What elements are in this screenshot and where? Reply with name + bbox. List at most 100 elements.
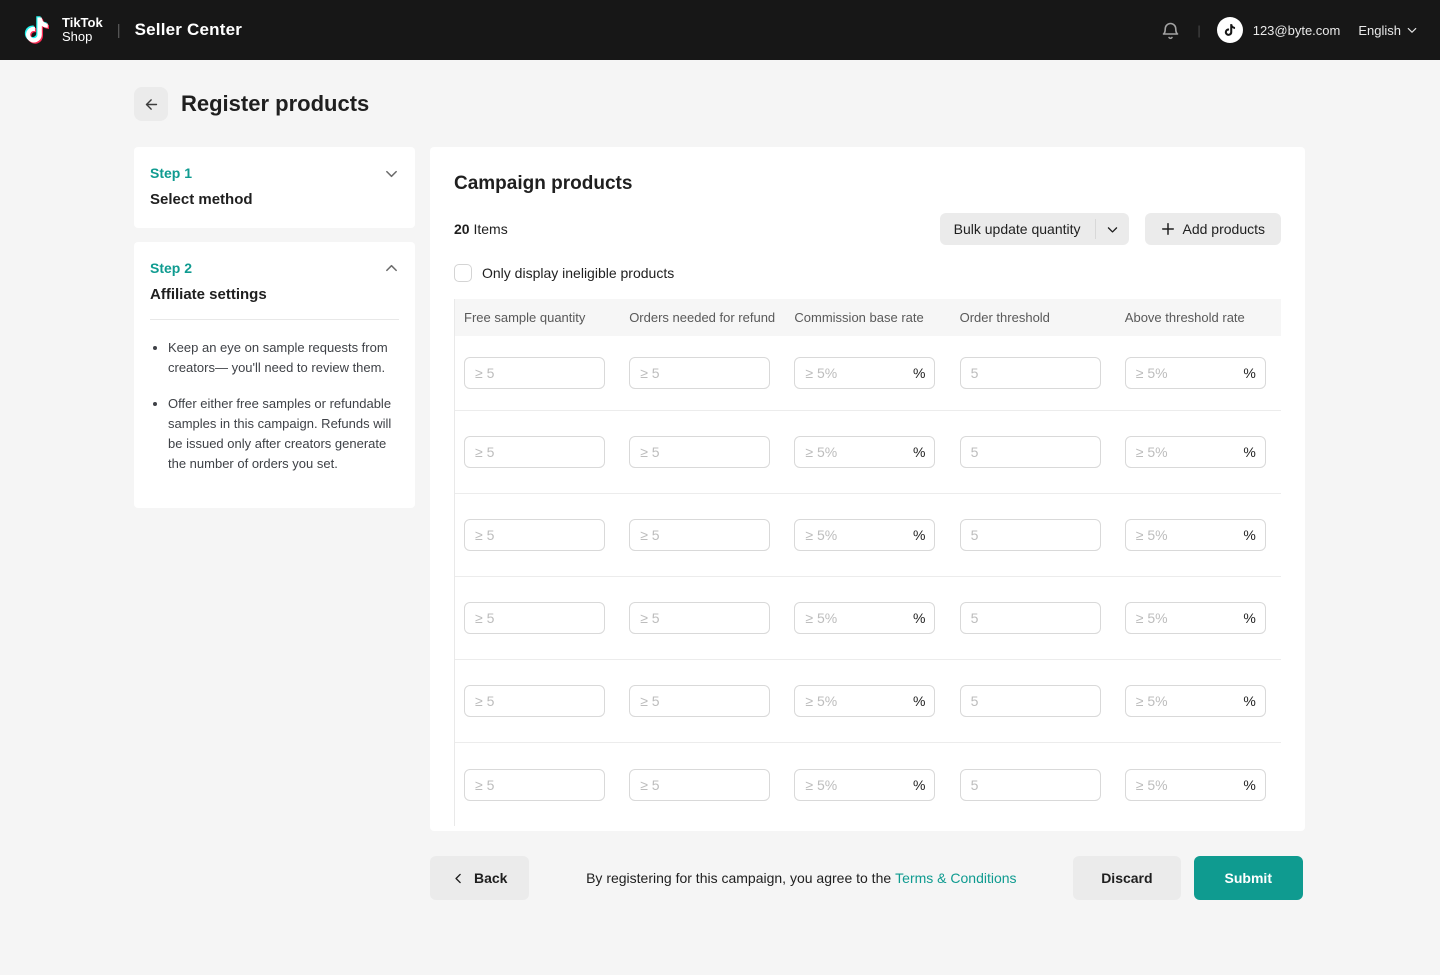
affiliate-notes: Keep an eye on sample requests from crea… (168, 338, 399, 474)
orders-needed-for-refund-input[interactable] (629, 436, 771, 468)
chevron-left-icon (455, 873, 461, 883)
product-row: %% (455, 494, 1281, 577)
tiktok-note-icon (22, 13, 52, 47)
orders-needed-for-refund-input[interactable] (629, 519, 771, 551)
above-threshold-rate-input[interactable] (1124, 602, 1266, 634)
above-threshold-rate-cell: % (1116, 357, 1281, 389)
free-sample-quantity-cell (455, 357, 620, 389)
commission-base-rate-input[interactable] (794, 519, 936, 551)
bulk-update-quantity-button[interactable]: Bulk update quantity (939, 213, 1129, 245)
commission-base-rate-input[interactable] (794, 685, 936, 717)
chevron-up-icon[interactable] (384, 261, 399, 276)
commission-base-rate-input[interactable] (794, 602, 936, 634)
submit-button[interactable]: Submit (1193, 856, 1303, 900)
above-threshold-rate-input[interactable] (1124, 436, 1266, 468)
free-sample-quantity-input[interactable] (464, 685, 605, 717)
footer-action-bar: Back By registering for this campaign, y… (430, 856, 1303, 900)
back-arrow-button[interactable] (134, 87, 168, 121)
commission-base-rate-cell: % (785, 685, 950, 717)
product-row: %% (455, 336, 1281, 411)
order-threshold-column-header: Order threshold (959, 310, 1050, 325)
campaign-products-panel: Campaign products 20 Items Bulk update q… (430, 147, 1305, 831)
divider (150, 319, 399, 320)
orders-needed-for-refund-input[interactable] (629, 768, 771, 801)
commission-base-rate-input[interactable] (794, 768, 936, 801)
back-button[interactable]: Back (430, 856, 530, 900)
account-divider: | (1197, 22, 1201, 38)
back-label: Back (474, 870, 508, 886)
account-email[interactable]: 123@byte.com (1252, 22, 1341, 38)
free-sample-quantity-input[interactable] (464, 357, 605, 389)
free-sample-quantity-cell (455, 602, 620, 634)
order-threshold-cell (951, 768, 1116, 801)
orders-needed-for-refund-column-header: Orders needed for refund (629, 310, 776, 325)
ineligible-filter-checkbox[interactable] (454, 264, 472, 282)
free-sample-quantity-cell (455, 768, 620, 801)
free-sample-quantity-cell (455, 436, 620, 468)
divider (1094, 219, 1096, 239)
above-threshold-rate-input[interactable] (1124, 519, 1266, 551)
order-threshold-input[interactable] (959, 768, 1101, 801)
bulk-update-quantity-label[interactable]: Bulk update quantity (953, 221, 1081, 237)
notifications-bell-icon[interactable] (1160, 20, 1181, 41)
page-header: Register products (134, 87, 1440, 121)
order-threshold-input[interactable] (959, 602, 1101, 634)
terms-and-conditions-link[interactable]: Terms & Conditions (895, 870, 1017, 886)
logo-wordmark: TikTok Shop (62, 15, 103, 44)
arrow-left-icon (145, 98, 157, 110)
above-threshold-rate-input[interactable] (1124, 685, 1266, 717)
orders-needed-for-refund-input[interactable] (629, 685, 771, 717)
add-products-button[interactable]: Add products (1144, 213, 1281, 245)
free-sample-quantity-cell (455, 519, 620, 551)
avatar[interactable] (1216, 17, 1243, 43)
panel-title: Campaign products (454, 173, 633, 194)
order-threshold-input[interactable] (959, 436, 1101, 468)
language-label: English (1358, 22, 1401, 38)
page-title: Register products (181, 91, 370, 116)
commission-base-rate-cell: % (785, 602, 950, 634)
free-sample-quantity-input[interactable] (464, 768, 605, 801)
orders-needed-for-refund-input[interactable] (629, 357, 771, 389)
commission-base-rate-input[interactable] (794, 357, 936, 389)
order-threshold-input[interactable] (959, 685, 1101, 717)
commission-base-rate-input[interactable] (794, 436, 936, 468)
table-body: %%%%%%%%%%%% (455, 336, 1281, 826)
commission-base-rate-cell: % (785, 768, 950, 801)
order-threshold-input[interactable] (959, 519, 1101, 551)
add-products-label: Add products (1182, 221, 1266, 237)
free-sample-quantity-input[interactable] (464, 602, 605, 634)
chevron-down-icon[interactable] (384, 166, 399, 181)
orders-needed-for-refund-cell (620, 357, 785, 389)
order-threshold-input[interactable] (959, 357, 1101, 389)
above-threshold-rate-cell: % (1116, 685, 1281, 717)
above-threshold-rate-input[interactable] (1124, 768, 1266, 801)
step-1-title: Select method (150, 191, 253, 208)
orders-needed-for-refund-cell (620, 519, 785, 551)
commission-base-rate-cell: % (785, 519, 950, 551)
language-selector[interactable]: English (1358, 23, 1418, 38)
products-table: Free sample quantity Orders needed for re… (454, 299, 1281, 826)
above-threshold-rate-column-header: Above threshold rate (1124, 310, 1245, 325)
topbar-divider: | (116, 21, 121, 39)
free-sample-quantity-input[interactable] (464, 436, 605, 468)
step-2-label: Step 2 (150, 260, 193, 276)
step-2-card: Step 2 Affiliate settings Keep an eye on… (134, 242, 415, 508)
commission-base-rate-cell: % (785, 436, 950, 468)
ineligible-filter-row: Only display ineligible products (454, 264, 1281, 282)
above-threshold-rate-cell: % (1116, 436, 1281, 468)
above-threshold-rate-input[interactable] (1124, 357, 1266, 389)
orders-needed-for-refund-cell (620, 768, 785, 801)
orders-needed-for-refund-input[interactable] (629, 602, 771, 634)
chevron-down-icon[interactable] (1096, 213, 1129, 245)
step-1-card: Step 1 Select method (134, 147, 415, 228)
tiktok-shop-logo[interactable]: TikTok Shop (22, 13, 103, 47)
affiliate-note: Keep an eye on sample requests from crea… (168, 338, 399, 378)
order-threshold-cell (951, 436, 1116, 468)
discard-button[interactable]: Discard (1073, 856, 1181, 900)
free-sample-quantity-input[interactable] (464, 519, 605, 551)
product-row: %% (455, 743, 1281, 826)
commission-base-rate-column-header: Commission base rate (794, 310, 924, 325)
plus-icon (1161, 223, 1174, 235)
orders-needed-for-refund-cell (620, 685, 785, 717)
commission-base-rate-cell: % (785, 357, 950, 389)
